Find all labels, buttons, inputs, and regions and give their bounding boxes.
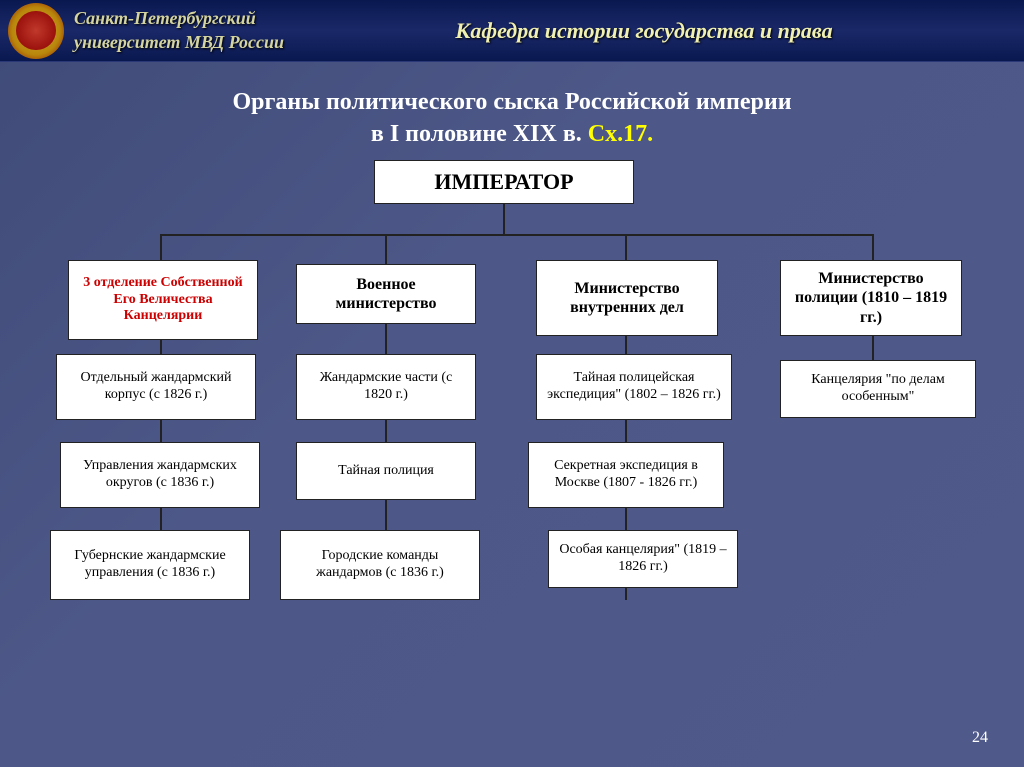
column-2-child-0: Тайная полицейская экспедиция" (1802 – 1… (536, 354, 732, 420)
university-name-line2: университет МВД России (74, 31, 284, 54)
page-number: 24 (972, 729, 988, 747)
column-2-child-1: Секретная экспедиция в Москве (1807 - 18… (528, 442, 724, 508)
root-emperor-box: ИМПЕРАТОР (374, 160, 634, 204)
connector-line (625, 234, 627, 260)
column-1-child-2: Городские команды жандармов (с 1836 г.) (280, 530, 480, 600)
slide-header: Санкт-Петербургский университет МВД Росс… (0, 0, 1024, 62)
department-name: Кафедра истории государства и права (284, 18, 1024, 44)
slide-title: Органы политического сыска Российской им… (0, 86, 1024, 151)
column-1-child-1: Тайная полиция (296, 442, 476, 500)
column-head-3: Министерство полиции (1810 – 1819 гг.) (780, 260, 962, 336)
column-head-2: Министерство внутренних дел (536, 260, 718, 336)
org-chart: ИМПЕРАТОР 3 отделение Собственной Его Вел… (0, 160, 1024, 720)
header-left-text: Санкт-Петербургский университет МВД Росс… (74, 7, 284, 54)
connector-line (503, 204, 505, 234)
connector-line (160, 234, 162, 260)
column-0-child-1: Управления жандармских округов (с 1836 г… (60, 442, 260, 508)
title-line2-white: в I половине XIX в. (371, 121, 588, 147)
column-0-child-0: Отдельный жандармский корпус (с 1826 г.) (56, 354, 256, 420)
column-2-child-2: Особая канцелярия" (1819 – 1826 гг.) (548, 530, 738, 588)
title-scheme-number: Сх.17. (588, 121, 653, 147)
column-head-0: 3 отделение Собственной Его Величества К… (68, 260, 258, 340)
university-name-line1: Санкт-Петербургский (74, 7, 284, 30)
title-line1: Органы политического сыска Российской им… (0, 86, 1024, 118)
column-head-1: Военное министерство (296, 264, 476, 324)
title-line2: в I половине XIX в. Сх.17. (0, 118, 1024, 150)
column-1-child-0: Жандармские части (с 1820 г.) (296, 354, 476, 420)
connector-line (385, 234, 387, 264)
connector-line (160, 234, 874, 236)
column-0-child-2: Губернские жандармские управления (с 183… (50, 530, 250, 600)
column-3-child-0: Канцелярия "по делам особенным" (780, 360, 976, 418)
emblem-icon (8, 3, 64, 59)
connector-line (872, 234, 874, 260)
